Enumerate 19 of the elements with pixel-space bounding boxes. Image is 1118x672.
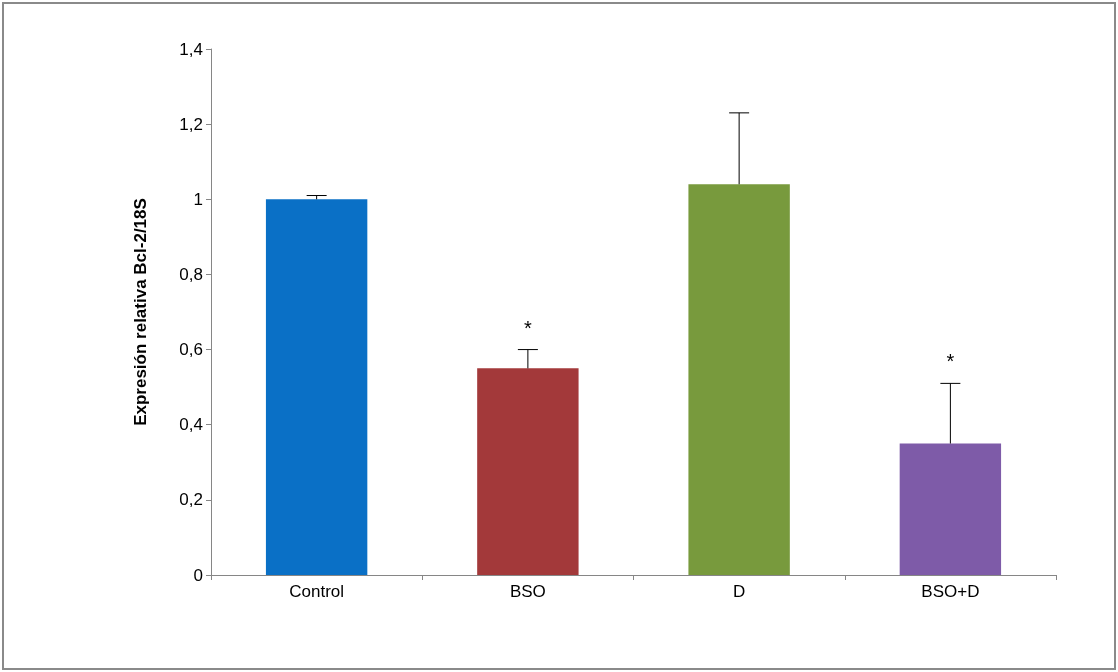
y-tick-label: 0,2 [179, 490, 203, 510]
annotation: * [523, 316, 532, 339]
bar [688, 184, 790, 575]
y-tick-label: 1 [193, 189, 203, 209]
annotation: * [946, 350, 955, 373]
x-tick-label: BSO [509, 582, 546, 601]
x-tick-label: Control [289, 582, 345, 601]
y-tick-label: 0,4 [179, 415, 203, 435]
y-tick-label: 0 [193, 565, 203, 585]
bar [265, 199, 368, 575]
x-tick-label: BSO+D [921, 582, 980, 601]
y-axis-title: Expresión relativa Bcl-2/18S [131, 198, 150, 426]
bar [899, 443, 1002, 575]
y-tick-label: 1,2 [179, 114, 203, 134]
y-tick-label: 1,4 [179, 39, 203, 59]
x-tick-label: D [732, 582, 746, 601]
y-tick-label: 0,8 [179, 264, 203, 284]
bar [477, 368, 579, 575]
y-tick-label: 0,6 [179, 340, 203, 360]
